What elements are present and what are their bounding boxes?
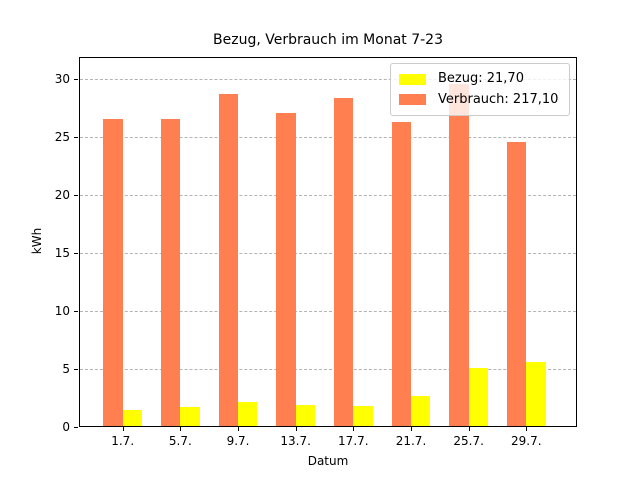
y-tickmark-0 <box>74 427 78 428</box>
y-tick-label-15: 15 <box>54 246 70 261</box>
bar-verbrauch-1.7. <box>103 118 123 426</box>
bar-bezug-13.7. <box>295 405 316 426</box>
gridline-30 <box>80 79 576 81</box>
bar-bezug-25.7. <box>468 368 489 426</box>
y-tick-label-25: 25 <box>54 130 70 145</box>
chart-title: Bezug, Verbrauch im Monat 7-23 <box>213 32 443 48</box>
y-axis-label: kWh <box>30 227 44 255</box>
gridline-15 <box>80 253 576 255</box>
gridline-10 <box>80 311 576 312</box>
legend-swatch-verbrauch <box>399 94 426 106</box>
x-tick-label-5: 21.7. <box>395 434 427 448</box>
bar-bezug-1.7. <box>122 409 143 426</box>
x-tick-label-0: 1.7. <box>111 434 135 448</box>
bar-bezug-9.7. <box>238 401 258 426</box>
x-tickmark-2 <box>238 427 240 431</box>
x-tickmark-3 <box>295 427 297 431</box>
x-tickmark-1 <box>180 427 182 431</box>
legend-entry-verbrauch: Verbrauch: 217,10 <box>399 91 561 109</box>
x-tickmark-4 <box>353 427 355 431</box>
gridline-20 <box>80 195 576 197</box>
y-tickmark-15 <box>74 253 78 255</box>
legend: Bezug: 21,70 Verbrauch: 217,10 <box>390 63 570 116</box>
y-tickmark-30 <box>74 79 78 81</box>
y-tick-label-0: 0 <box>62 420 70 434</box>
bar-verbrauch-25.7. <box>449 83 469 426</box>
bar-bezug-29.7. <box>526 362 546 426</box>
bar-verbrauch-21.7. <box>391 122 411 426</box>
x-tick-label-2: 9.7. <box>226 434 250 448</box>
bar-bezug-5.7. <box>180 407 200 426</box>
x-tickmark-5 <box>411 427 412 431</box>
x-tick-label-1: 5.7. <box>168 434 192 448</box>
y-tickmark-20 <box>74 195 78 197</box>
bar-bezug-21.7. <box>411 395 431 426</box>
bar-verbrauch-9.7. <box>218 94 238 426</box>
x-axis-label: Datum <box>307 454 349 468</box>
bar-verbrauch-5.7. <box>160 118 181 426</box>
bar-verbrauch-17.7. <box>333 97 354 426</box>
x-tick-label-3: 13.7. <box>280 434 311 448</box>
bar-verbrauch-13.7. <box>276 112 296 426</box>
legend-label-bezug: Bezug: 21,70 <box>438 71 524 87</box>
y-tick-label-30: 30 <box>54 72 70 87</box>
y-tickmark-10 <box>74 311 78 312</box>
x-tick-label-4: 17.7. <box>338 434 369 448</box>
x-tickmark-6 <box>468 427 470 431</box>
y-tickmark-5 <box>74 369 78 370</box>
legend-swatch-bezug <box>399 73 426 85</box>
bar-verbrauch-29.7. <box>506 141 527 426</box>
gridline-5 <box>80 369 576 370</box>
x-tickmark-0 <box>122 427 124 431</box>
y-tickmark-25 <box>74 137 78 139</box>
bar-bezug-17.7. <box>353 406 373 426</box>
legend-entry-bezug: Bezug: 21,70 <box>399 70 561 88</box>
x-tick-label-7: 29.7. <box>511 434 542 448</box>
y-tick-label-5: 5 <box>62 362 70 376</box>
y-tick-label-20: 20 <box>54 188 70 203</box>
gridline-25 <box>80 137 576 139</box>
x-tick-label-6: 25.7. <box>453 434 484 448</box>
legend-label-verbrauch: Verbrauch: 217,10 <box>438 91 559 107</box>
x-tickmark-7 <box>526 427 528 431</box>
y-tick-label-10: 10 <box>54 304 70 318</box>
